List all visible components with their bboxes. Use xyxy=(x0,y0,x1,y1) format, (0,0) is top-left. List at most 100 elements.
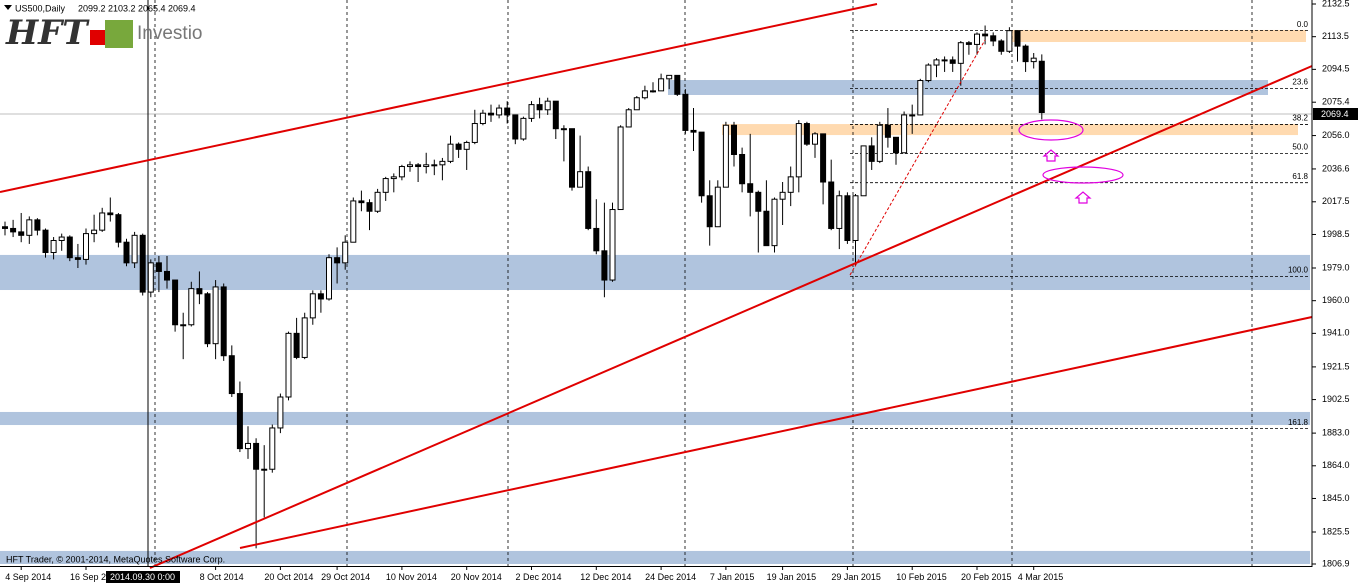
candle-body xyxy=(998,40,1005,52)
candle-body xyxy=(99,212,106,231)
candle-body xyxy=(893,136,899,154)
x-tick-label: 4 Mar 2015 xyxy=(1018,572,1064,582)
candle-body xyxy=(180,324,187,327)
candle-body xyxy=(577,171,584,188)
candle-body xyxy=(520,117,527,140)
candle-body xyxy=(253,442,260,470)
y-axis: 2132.5 2113.5 2094.5 2075.4 2056.0 2036.6 2017… xyxy=(1312,0,1350,568)
x-tick-label: 20 Feb 2015 xyxy=(961,572,1012,582)
candle-body xyxy=(10,227,17,233)
y-tick-label: 1902.5 xyxy=(1322,394,1350,404)
candle-body xyxy=(188,288,195,326)
crosshair-label-bg xyxy=(106,571,180,583)
y-tick-label: 1845.0 xyxy=(1322,493,1350,503)
candle-body xyxy=(1038,60,1045,114)
x-axis: 4 Sep 2014 16 Sep 2014 8 Oct 2014 20 Oct 20… xyxy=(5,566,1063,582)
candle-body xyxy=(91,229,98,235)
candle-body xyxy=(115,214,122,243)
candle-body xyxy=(755,191,762,212)
candle-body xyxy=(779,191,786,200)
candle-body xyxy=(204,293,211,345)
candle-body xyxy=(876,124,883,162)
candle-body xyxy=(674,74,681,95)
logo: HFT Investio xyxy=(5,13,202,53)
candle-body xyxy=(374,191,381,212)
candle-body xyxy=(220,286,227,357)
candle-body xyxy=(698,131,705,197)
candle-body xyxy=(722,124,729,188)
logo-green xyxy=(105,20,133,48)
candle-body xyxy=(965,42,972,45)
y-tick-label: 2036.6 xyxy=(1322,163,1350,173)
candle-body xyxy=(407,164,413,168)
y-tick-label: 2056.0 xyxy=(1322,130,1350,140)
y-tick-label: 2132.5 xyxy=(1322,0,1350,8)
annotations xyxy=(1018,119,1124,204)
candle-body xyxy=(957,42,964,64)
trendlines xyxy=(0,3,1313,569)
candle-body xyxy=(74,257,81,260)
price-tag-bg xyxy=(1313,108,1358,120)
candles xyxy=(2,25,1045,549)
candle-body xyxy=(990,35,997,42)
fib-label: 38.2 xyxy=(1292,114,1308,123)
candle-body xyxy=(326,257,332,300)
candle-body xyxy=(1006,30,1013,52)
close: 2069.4 xyxy=(168,3,196,13)
candle-body xyxy=(131,234,138,264)
candle-body xyxy=(155,262,162,272)
candle-body xyxy=(560,128,567,131)
candle-body xyxy=(1022,45,1029,63)
candle-body xyxy=(868,145,875,162)
candle-body xyxy=(1030,57,1037,63)
candle-body xyxy=(123,241,130,264)
candle-body xyxy=(812,133,818,145)
candle-body xyxy=(350,200,357,243)
zone xyxy=(0,550,1310,564)
candle-body xyxy=(974,33,980,45)
y-tick-label: 1921.5 xyxy=(1322,361,1350,371)
price-tag: 2069.4 xyxy=(1321,109,1349,119)
candle-body xyxy=(496,107,503,116)
zone xyxy=(668,80,1268,95)
candle-body xyxy=(293,332,300,358)
candle-body xyxy=(18,231,25,236)
candle-body xyxy=(2,226,8,229)
candle-body xyxy=(925,64,932,82)
candle-body xyxy=(285,332,292,398)
candle-body xyxy=(682,93,689,131)
candle-body xyxy=(828,181,835,229)
candle-body xyxy=(26,219,33,236)
y-tick-label: 2113.5 xyxy=(1322,31,1349,41)
candle-body xyxy=(50,239,57,254)
candle-body xyxy=(245,442,251,450)
y-tick-label: 2094.5 xyxy=(1322,64,1350,74)
candle-body xyxy=(83,233,89,260)
price-axis-bg xyxy=(1312,0,1358,586)
zone xyxy=(722,124,1298,136)
candle-body xyxy=(107,212,114,216)
candle-body xyxy=(528,104,535,119)
x-tick-label: 4 Sep 2014 xyxy=(5,572,51,582)
zone xyxy=(0,411,1310,426)
y-tick-label: 1806.9 xyxy=(1322,558,1350,568)
candle-body xyxy=(844,195,851,241)
candle-body xyxy=(747,183,754,193)
y-tick-label: 1883.0 xyxy=(1322,427,1350,437)
y-tick-label: 1941.0 xyxy=(1322,328,1350,338)
x-tick-label: 19 Jan 2015 xyxy=(767,572,817,582)
candle-body xyxy=(431,164,438,167)
x-tick-label: 7 Jan 2015 xyxy=(710,572,755,582)
candle-body xyxy=(601,250,608,281)
candle-body xyxy=(633,97,640,111)
ellipse xyxy=(1018,119,1084,141)
candle-body xyxy=(658,78,665,92)
candle-body xyxy=(42,229,49,254)
candle-body xyxy=(277,396,284,429)
candle-body xyxy=(236,393,243,450)
candle-body xyxy=(471,123,478,143)
candle-body xyxy=(852,195,859,241)
candle-body xyxy=(66,236,73,259)
candle-body xyxy=(301,317,308,358)
candle-body xyxy=(641,90,648,99)
